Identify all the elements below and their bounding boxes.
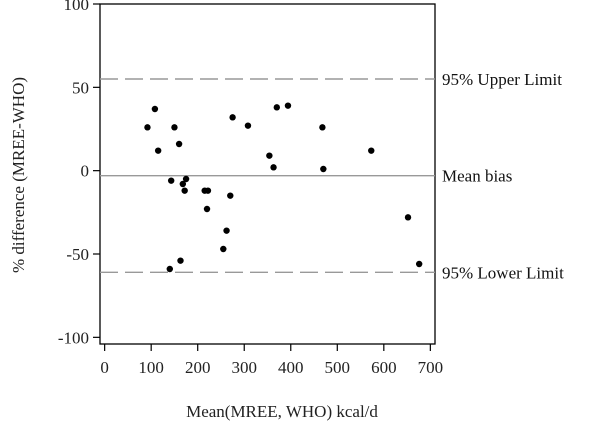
reference-line-label: 95% Lower Limit bbox=[442, 263, 564, 282]
data-point bbox=[368, 147, 375, 154]
y-axis: 100 50 0 -50 -100 bbox=[58, 0, 100, 347]
data-point bbox=[270, 164, 277, 171]
data-point bbox=[177, 257, 184, 264]
data-points bbox=[144, 102, 423, 273]
reference-line-label: 95% Upper Limit bbox=[442, 70, 562, 89]
x-tick-label: 500 bbox=[325, 358, 351, 377]
y-tick-label: -100 bbox=[58, 328, 89, 347]
data-point bbox=[181, 187, 188, 194]
data-point bbox=[166, 265, 173, 273]
data-point bbox=[266, 152, 273, 159]
x-tick-label: 100 bbox=[138, 358, 164, 377]
y-tick-label: -50 bbox=[66, 245, 89, 264]
x-tick-label: 600 bbox=[371, 358, 397, 377]
y-tick-label: 50 bbox=[72, 78, 89, 97]
x-axis-title: Mean(MREE, WHO) kcal/d bbox=[186, 402, 378, 421]
data-point bbox=[223, 227, 230, 234]
data-point bbox=[171, 124, 178, 131]
data-point bbox=[320, 165, 327, 173]
x-axis: 0 100 200 300 400 500 600 700 bbox=[100, 344, 443, 377]
data-point bbox=[220, 245, 227, 253]
reference-lines: 95% Upper Limit Mean bias 95% Lower Limit bbox=[100, 70, 564, 282]
data-point bbox=[273, 104, 281, 111]
data-point bbox=[204, 187, 212, 194]
data-point bbox=[415, 260, 423, 268]
y-axis-title: % difference (MREE-WHO) bbox=[9, 77, 28, 273]
data-point bbox=[244, 122, 252, 129]
data-point bbox=[167, 177, 175, 184]
data-point bbox=[229, 114, 236, 121]
data-point bbox=[144, 124, 151, 131]
x-tick-label: 300 bbox=[231, 358, 257, 377]
data-point bbox=[203, 205, 211, 213]
data-point bbox=[151, 105, 159, 113]
x-tick-label: 400 bbox=[278, 358, 304, 377]
reference-line-label: Mean bias bbox=[442, 167, 512, 186]
data-point bbox=[154, 147, 162, 154]
data-point bbox=[227, 192, 234, 199]
plot-frame bbox=[99, 3, 436, 345]
y-tick-label: 100 bbox=[64, 0, 90, 14]
x-tick-label: 0 bbox=[100, 358, 109, 377]
x-tick-label: 700 bbox=[418, 358, 444, 377]
data-point bbox=[179, 180, 187, 188]
y-tick-label: 0 bbox=[81, 162, 90, 181]
data-point bbox=[284, 102, 292, 109]
data-point bbox=[175, 140, 183, 148]
data-point bbox=[182, 175, 190, 183]
data-point bbox=[404, 214, 412, 221]
data-point bbox=[319, 124, 326, 131]
x-tick-label: 200 bbox=[185, 358, 211, 377]
